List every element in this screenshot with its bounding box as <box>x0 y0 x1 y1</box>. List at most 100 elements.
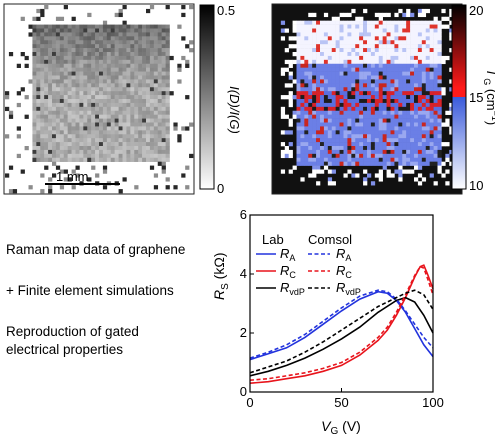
map-pixel <box>417 12 423 18</box>
map-pixel <box>429 55 434 61</box>
map-pixel <box>44 36 49 41</box>
map-pixel <box>300 126 305 131</box>
map-pixel <box>390 146 395 151</box>
map-pixel <box>410 71 415 76</box>
map-pixel <box>331 149 336 155</box>
map-pixel <box>106 126 112 131</box>
map-pixel <box>335 44 340 49</box>
map-pixel <box>327 75 333 80</box>
map-pixel <box>410 157 415 162</box>
map-pixel <box>44 130 49 135</box>
map-pixel <box>118 126 123 131</box>
map-pixel <box>363 83 368 88</box>
map-pixel <box>386 95 391 100</box>
map-pixel <box>320 75 325 80</box>
map-pixel <box>312 32 317 37</box>
map-pixel <box>304 157 309 162</box>
map-pixel <box>55 44 61 49</box>
map-pixel <box>138 146 143 151</box>
map-pixel <box>351 63 356 68</box>
map-pixel <box>300 157 305 162</box>
map-pixel <box>63 83 68 88</box>
map-pixel <box>331 118 336 123</box>
series-line-c-comsol <box>249 265 434 381</box>
map-pixel <box>118 95 123 100</box>
map-pixel <box>114 114 119 119</box>
map-pixel <box>122 75 127 80</box>
map-pixel <box>304 118 309 123</box>
map-pixel <box>161 142 166 147</box>
map-pixel <box>106 146 112 151</box>
map-pixel <box>343 12 348 18</box>
map-pixel <box>134 110 139 115</box>
map-pixel <box>320 106 325 112</box>
map-pixel <box>316 126 321 131</box>
map-pixel <box>398 122 403 127</box>
map-pixel <box>63 24 68 29</box>
map-pixel <box>429 63 434 68</box>
map-pixel <box>406 99 411 104</box>
map-pixel <box>390 55 395 61</box>
map-pixel <box>52 110 57 115</box>
map-pixel <box>40 138 45 143</box>
map-pixel <box>300 55 305 61</box>
map-pixel <box>323 28 329 33</box>
map-pixel <box>316 102 321 108</box>
map-pixel <box>429 138 434 143</box>
map-pixel <box>406 36 411 41</box>
map-pixel <box>177 63 182 68</box>
map-pixel <box>55 142 61 147</box>
map-pixel <box>95 118 100 123</box>
map-pixel <box>398 83 403 88</box>
map-pixel <box>363 71 368 76</box>
map-pixel <box>91 142 96 147</box>
map-pixel <box>312 79 317 84</box>
map-pixel <box>394 138 399 143</box>
map-pixel <box>410 91 415 96</box>
map-pixel <box>32 16 37 21</box>
map-pixel <box>378 20 383 25</box>
map-pixel <box>106 118 112 123</box>
map-pixel <box>55 165 61 170</box>
map-pixel <box>437 99 442 104</box>
map-pixel <box>335 142 340 147</box>
map-pixel <box>71 71 76 76</box>
map-pixel <box>63 149 68 155</box>
map-pixel <box>284 83 289 88</box>
map-pixel <box>71 118 76 123</box>
map-pixel <box>95 102 100 108</box>
map-pixel <box>95 28 100 33</box>
map-pixel <box>363 67 368 72</box>
map-pixel <box>32 106 37 112</box>
map-pixel <box>363 118 368 123</box>
map-pixel <box>102 185 108 190</box>
map-pixel <box>374 87 380 92</box>
map-pixel <box>370 59 376 65</box>
map-pixel <box>157 114 162 119</box>
map-pixel <box>134 52 139 57</box>
map-pixel <box>433 55 438 61</box>
map-pixel <box>414 102 419 108</box>
map-pixel <box>363 110 368 115</box>
map-pixel <box>370 52 376 57</box>
map-pixel <box>8 114 14 119</box>
map-pixel <box>308 161 313 166</box>
map-pixel <box>367 87 372 92</box>
map-pixel <box>114 126 119 131</box>
map-pixel <box>142 122 147 127</box>
map-pixel <box>40 149 45 155</box>
map-pixel <box>347 91 352 96</box>
map-pixel <box>343 20 348 25</box>
map-pixel <box>153 130 159 135</box>
map-pixel <box>63 95 68 100</box>
map-pixel <box>433 102 438 108</box>
map-pixel <box>331 161 336 166</box>
map-pixel <box>355 83 360 88</box>
map-pixel <box>308 157 313 162</box>
map-pixel <box>359 59 364 65</box>
map-pixel <box>118 114 123 119</box>
legend-label-lab: RC <box>280 263 296 280</box>
map-pixel <box>374 118 380 123</box>
map-pixel <box>406 32 411 37</box>
map-pixel <box>40 40 45 45</box>
